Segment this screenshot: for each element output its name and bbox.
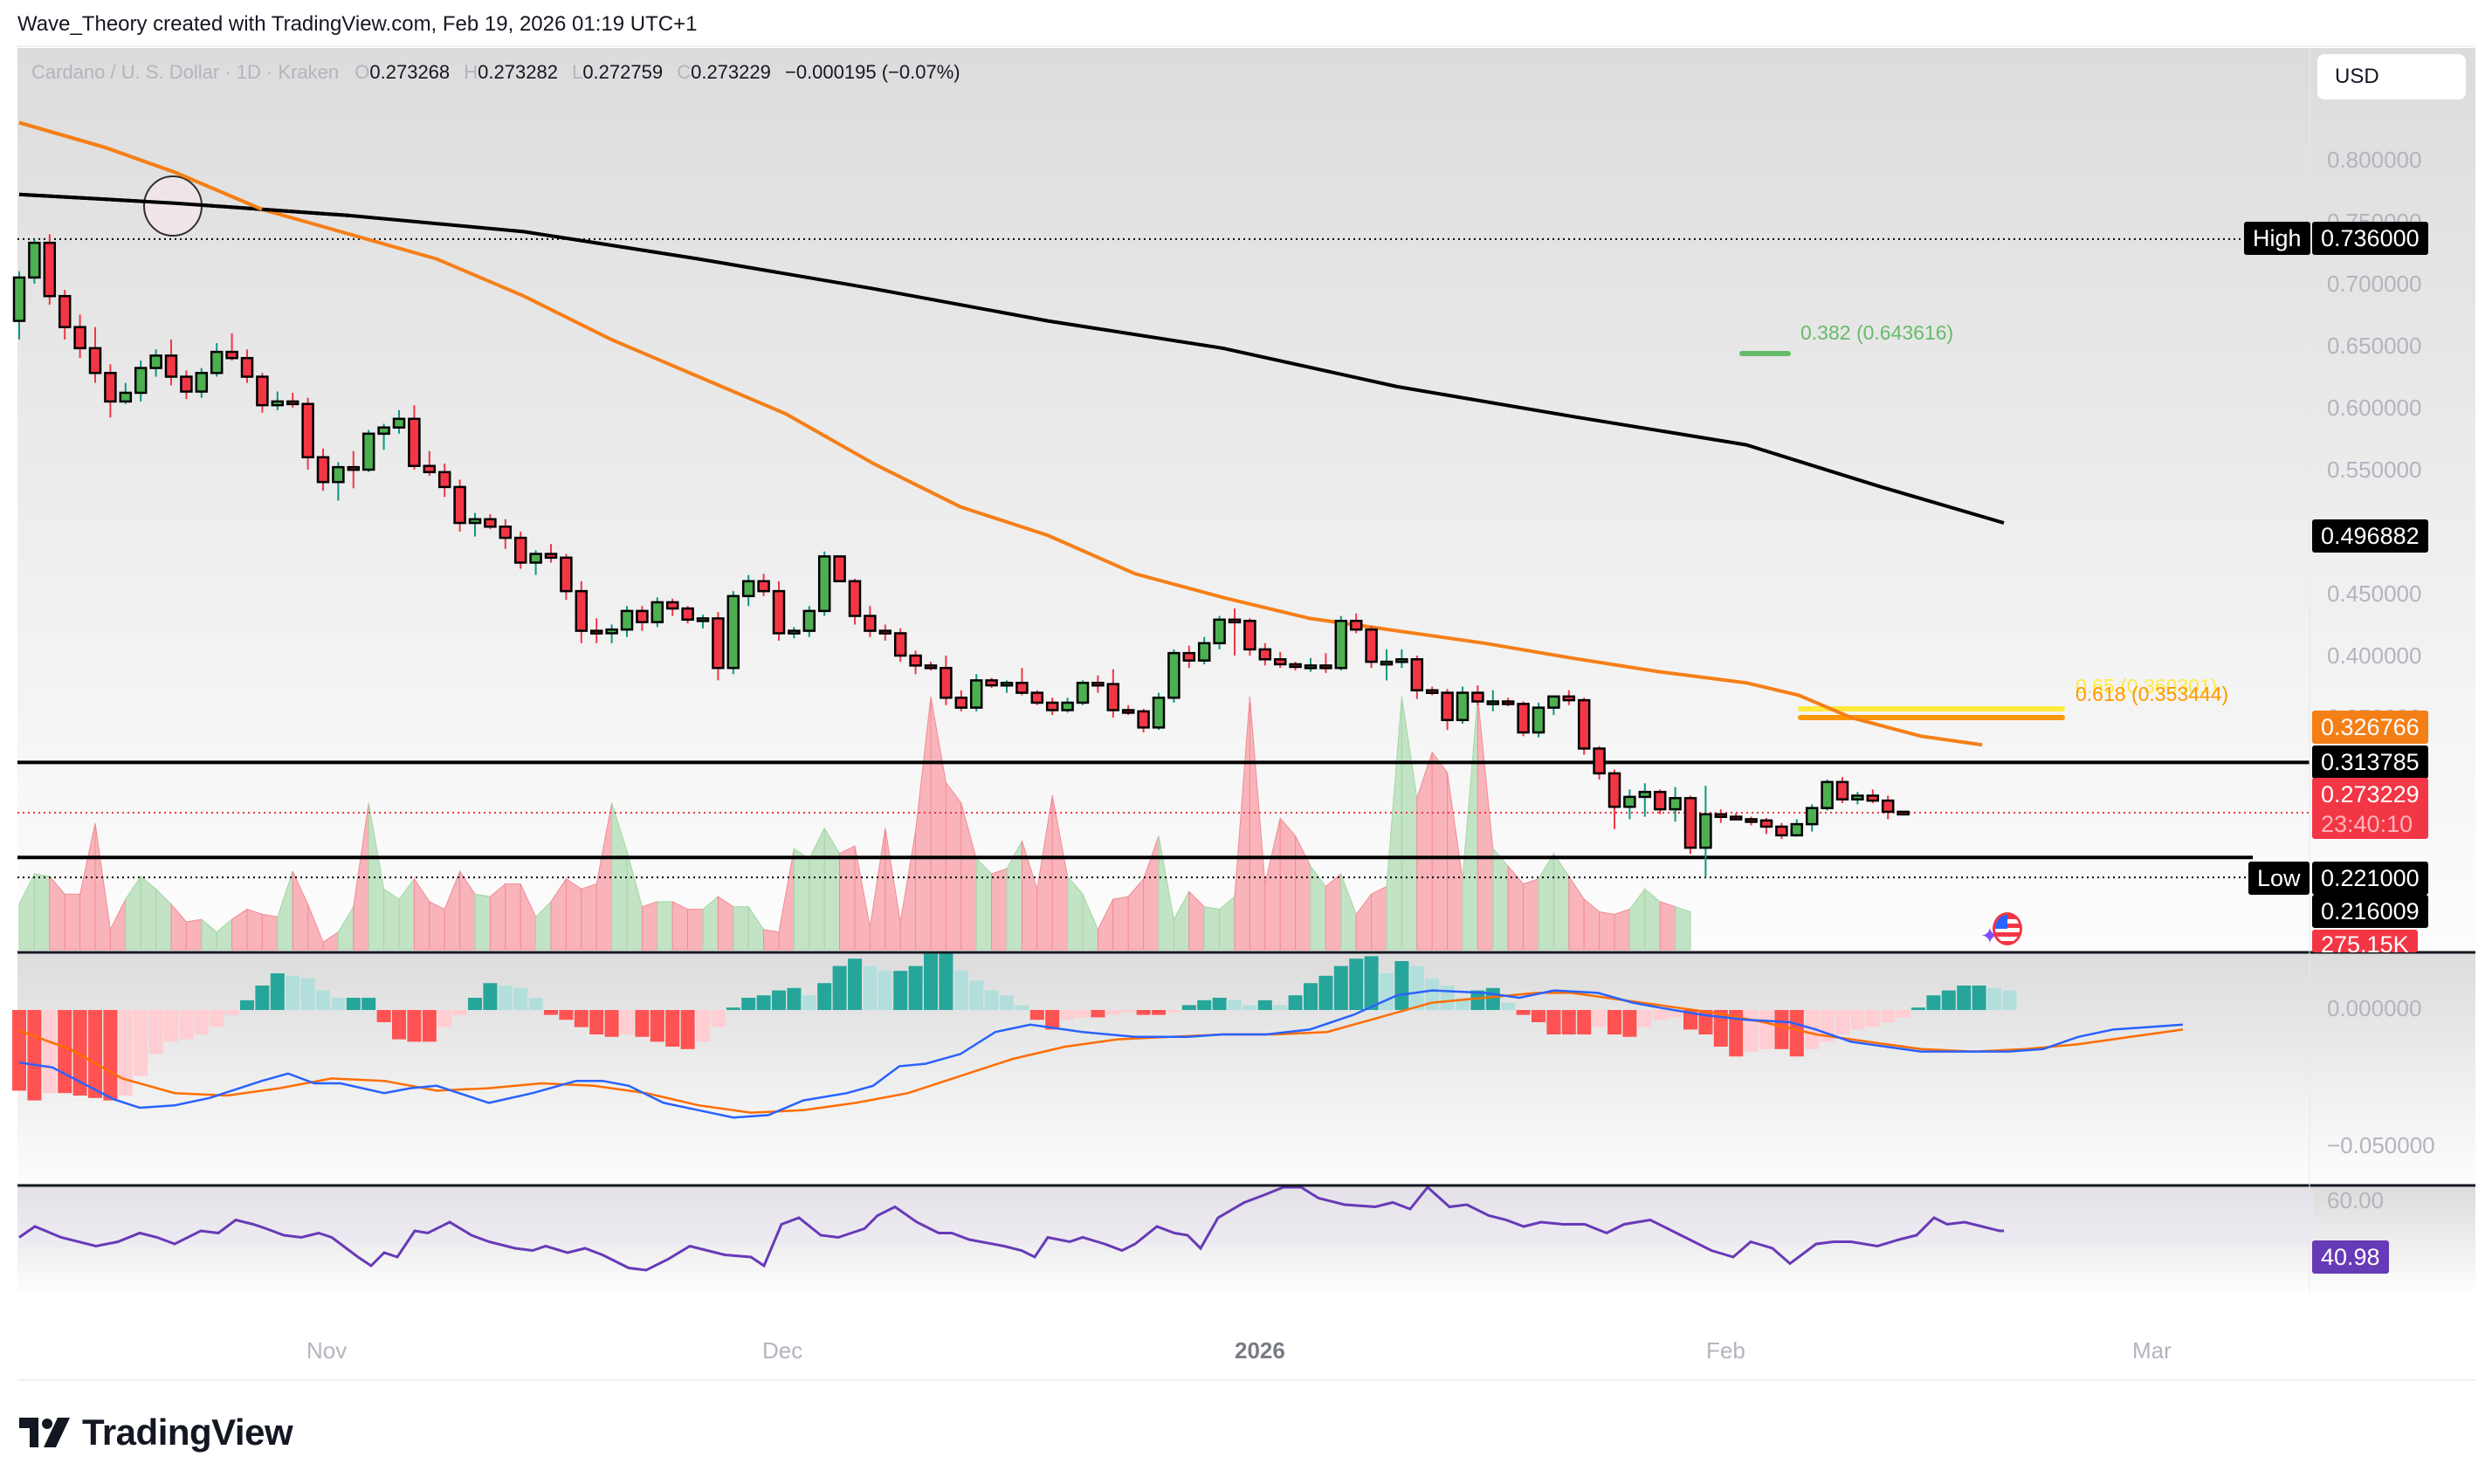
macd-zero-tick: 0.000000 (2327, 995, 2422, 1021)
close-value: 0.273229 (691, 61, 771, 83)
time-tick-feb: Feb (1706, 1337, 1745, 1364)
low-price-tag: 0.221000 (2312, 862, 2428, 895)
us-flag-icon (1993, 912, 2022, 945)
high-price-tag: 0.736000 (2312, 222, 2428, 255)
resistance-price-tag: 0.313785 (2312, 745, 2428, 779)
bar-countdown: 23:40:10 (2321, 811, 2413, 837)
price-tick: 0.450000 (2327, 581, 2422, 607)
rsi-60-tick: 60.00 (2327, 1187, 2385, 1213)
price-tick: 0.400000 (2327, 642, 2422, 669)
time-tick-mar: Mar (2132, 1337, 2172, 1364)
price-tick: 0.550000 (2327, 457, 2422, 483)
time-tick-nov: Nov (306, 1337, 348, 1364)
macd-neg-tick: −0.050000 (2327, 1132, 2435, 1158)
attribution-text: Wave_Theory created with TradingView.com… (17, 12, 698, 36)
time-tick-dec: Dec (762, 1337, 803, 1364)
symbol-title[interactable]: Cardano / U. S. Dollar · 1D · Kraken (31, 61, 340, 83)
high-value: 0.273282 (478, 61, 558, 83)
support-price-tag: 0.216009 (2312, 895, 2428, 928)
currency-button[interactable]: USD (2317, 54, 2466, 100)
fib-618-label: 0.618 (0.353444) (2076, 683, 2229, 705)
brand-name: TradingView (82, 1412, 293, 1453)
time-tick-2026: 2026 (1235, 1337, 1285, 1364)
fib-65-label: 0.65 (0.360301) (2076, 675, 2218, 697)
ohlc-legend: Cardano / U. S. Dollar · 1D · Kraken O0.… (31, 61, 960, 83)
tradingview-logo[interactable]: TradingView (19, 1412, 293, 1453)
change-value: −0.000195 (−0.07%) (784, 61, 960, 83)
tradingview-logo-icon (19, 1418, 70, 1447)
high-label-tag: High (2244, 222, 2310, 255)
ema200-price-tag: 0.496882 (2312, 519, 2428, 553)
volume-tag: 275.15K (2312, 930, 2418, 952)
fib-382-label: 0.382 (0.643616) (1800, 321, 1954, 344)
price-tick: 0.600000 (2327, 395, 2422, 421)
events-icon[interactable]: ✦ (1980, 912, 2022, 949)
price-tick: 0.800000 (2327, 147, 2422, 173)
rsi-value-tag: 40.98 (2312, 1240, 2389, 1274)
open-value: 0.273268 (369, 61, 451, 83)
price-tick: 0.700000 (2327, 271, 2422, 297)
low-value: 0.272759 (582, 61, 664, 83)
last-price-tag: 0.273229 23:40:10 (2312, 778, 2428, 839)
low-label-tag: Low (2248, 862, 2310, 895)
ema50-price-tag: 0.326766 (2312, 711, 2428, 744)
price-tick: 0.650000 (2327, 333, 2422, 359)
